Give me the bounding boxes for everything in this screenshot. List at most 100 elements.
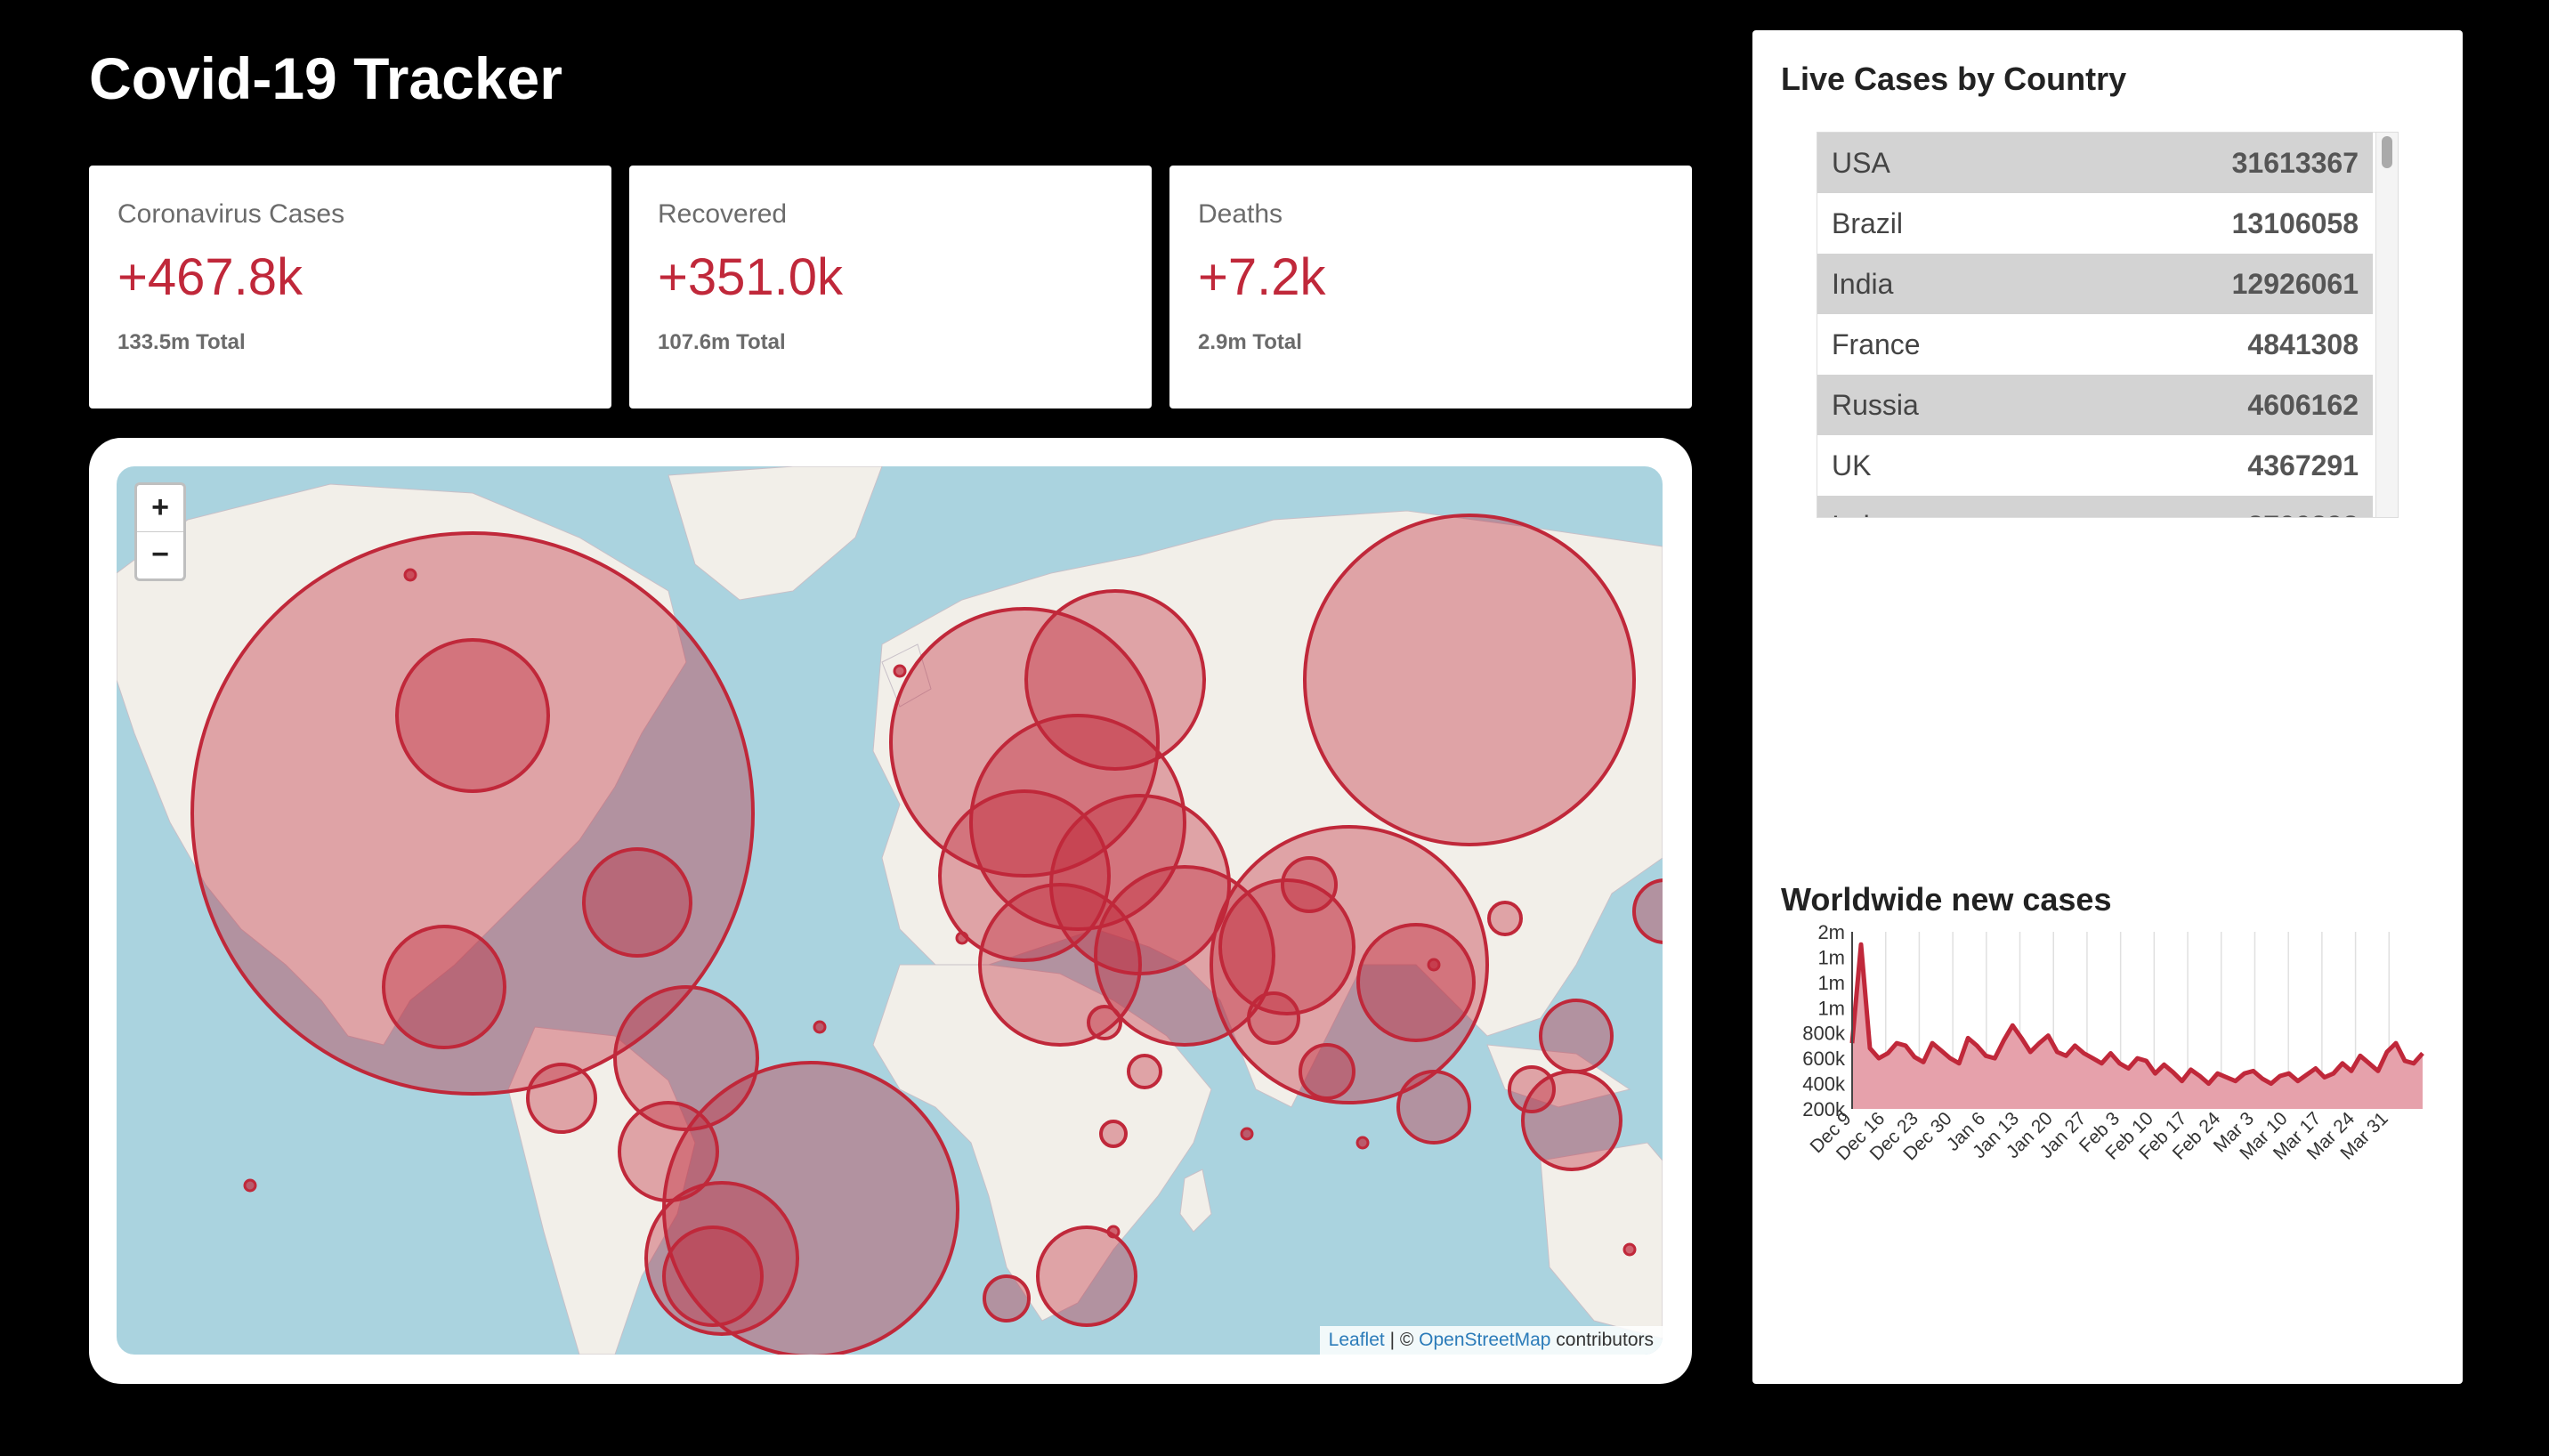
case-circle[interactable] (983, 1274, 1031, 1323)
case-circle[interactable] (382, 925, 506, 1049)
leaflet-link[interactable]: Leaflet (1328, 1330, 1385, 1350)
land-madagascar (1179, 1169, 1212, 1233)
case-count: 13106058 (2231, 206, 2359, 239)
table-row[interactable]: Russia 4606162 (1817, 375, 2373, 435)
case-circle[interactable] (618, 1101, 719, 1202)
stat-delta: +351.0k (658, 248, 844, 306)
zoom-out-button[interactable]: − (137, 531, 183, 578)
sidebar: Live Cases by Country USA 31613367 Brazil 1… (1752, 30, 2463, 1384)
case-circle[interactable] (1281, 856, 1338, 913)
case-count: 4367291 (2247, 449, 2359, 481)
stat-total: 2.9m Total (1198, 330, 1302, 354)
stat-delta: +7.2k (1198, 248, 1326, 306)
case-count: 31613367 (2231, 146, 2359, 179)
case-circle[interactable] (1087, 1005, 1122, 1040)
case-circle[interactable] (813, 1020, 827, 1034)
case-circle[interactable] (1036, 1225, 1137, 1327)
case-circle[interactable] (243, 1178, 257, 1193)
case-circle[interactable] (1632, 878, 1663, 944)
table-row[interactable]: Italy 3700393 (1817, 496, 2373, 518)
case-circle[interactable] (1127, 1054, 1162, 1089)
country-name: India (1832, 267, 1894, 300)
page-title: Covid-19 Tracker (89, 45, 562, 111)
stat-total: 107.6m Total (658, 330, 786, 354)
y-tick-label: 400k (1802, 1073, 1846, 1096)
case-circle[interactable] (1487, 901, 1523, 936)
table-row[interactable]: UK 4367291 (1817, 435, 2373, 496)
map-attribution: Leaflet | © OpenStreetMap contributors (1319, 1326, 1663, 1355)
case-circle[interactable] (955, 931, 969, 945)
new-cases-line (1849, 942, 2424, 1087)
case-circle[interactable] (1355, 1136, 1370, 1150)
scrollbar-thumb[interactable] (2382, 136, 2392, 168)
y-tick-label: 1m (1817, 946, 1845, 968)
case-circle[interactable] (1299, 1043, 1355, 1100)
live-cases-title: Live Cases by Country (1781, 61, 2127, 97)
case-count: 4841308 (2247, 328, 2359, 360)
country-name: Russia (1832, 388, 1919, 421)
case-count: 3700393 (2247, 510, 2359, 518)
stat-delta: +467.8k (117, 248, 303, 306)
table-row[interactable]: Brazil 13106058 (1817, 193, 2373, 254)
case-circle[interactable] (1396, 1070, 1471, 1145)
stat-card-deaths[interactable]: Deaths +7.2k 2.9m Total (1169, 166, 1692, 408)
case-circle[interactable] (582, 847, 692, 958)
world-map[interactable]: + − Leaflet | © OpenStreetMap contributo… (117, 466, 1663, 1355)
case-circle[interactable] (1218, 878, 1355, 1015)
stat-card-recovered[interactable]: Recovered +351.0k 107.6m Total (629, 166, 1152, 408)
table-row[interactable]: India 12926061 (1817, 254, 2373, 314)
stat-total: 133.5m Total (117, 330, 246, 354)
stat-label: Deaths (1198, 199, 1283, 229)
case-circle[interactable] (893, 664, 907, 678)
country-name: Italy (1832, 510, 1884, 518)
y-tick-label: 600k (1802, 1048, 1846, 1070)
land-indonesia (1486, 1044, 1631, 1108)
map-card: + − Leaflet | © OpenStreetMap contributo… (89, 438, 1692, 1384)
case-circle[interactable] (526, 1063, 597, 1134)
osm-link[interactable]: OpenStreetMap (1419, 1330, 1551, 1350)
land-layer (117, 466, 1663, 1355)
case-circle[interactable] (395, 638, 550, 793)
table-row[interactable]: USA 31613367 (1817, 133, 2373, 193)
y-tick-label: 1m (1817, 997, 1845, 1019)
zoom-in-button[interactable]: + (151, 490, 169, 524)
live-cases-table[interactable]: USA 31613367 Brazil 13106058 India 12926061 Fr… (1817, 132, 2399, 518)
case-circle[interactable] (190, 531, 755, 1096)
case-circle[interactable] (644, 1181, 799, 1336)
case-circle[interactable] (1210, 825, 1489, 1104)
attribution-suffix: contributors (1550, 1330, 1654, 1350)
case-circle[interactable] (1240, 1127, 1254, 1141)
case-circle[interactable] (662, 1225, 764, 1327)
case-count: 4606162 (2247, 388, 2359, 421)
country-name: UK (1832, 449, 1872, 481)
land-australia (1540, 1142, 1663, 1339)
y-tick-label: 1m (1817, 972, 1845, 994)
table-row[interactable]: France 4841308 (1817, 314, 2373, 375)
map-canvas[interactable] (117, 466, 1663, 1355)
land-south-america (507, 1026, 696, 1355)
case-circle[interactable] (1521, 1070, 1622, 1171)
case-circle[interactable] (1024, 589, 1206, 771)
case-circle[interactable] (1622, 1242, 1637, 1257)
stat-label: Coronavirus Cases (117, 199, 345, 229)
case-circle[interactable] (1303, 514, 1636, 846)
stat-card-cases[interactable]: Coronavirus Cases +467.8k 133.5m Total (89, 166, 611, 408)
stat-label: Recovered (658, 199, 788, 229)
case-circle[interactable] (1099, 1120, 1128, 1148)
country-name: Brazil (1832, 206, 1904, 239)
y-tick-label: 2m (1817, 921, 1845, 943)
land-greenland (668, 466, 883, 601)
country-name: USA (1832, 146, 1890, 179)
case-circle[interactable] (403, 568, 417, 582)
attribution-separator: | © (1384, 1330, 1420, 1350)
chart-title: Worldwide new cases (1781, 881, 2112, 918)
case-circle[interactable] (1539, 999, 1614, 1073)
table-scrollbar[interactable] (2375, 133, 2398, 517)
case-circle[interactable] (1356, 923, 1476, 1042)
case-circle[interactable] (1508, 1065, 1556, 1113)
case-circle[interactable] (1106, 1225, 1121, 1239)
case-circle[interactable] (1427, 958, 1441, 972)
case-circles[interactable] (190, 514, 1663, 1355)
new-cases-area (1852, 944, 2423, 1109)
case-circle[interactable] (1247, 991, 1300, 1045)
